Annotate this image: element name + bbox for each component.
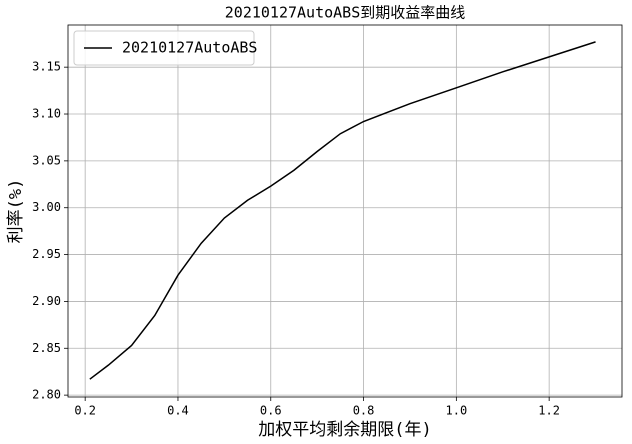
y-tick-label: 3.05: [32, 153, 61, 167]
y-tick-label: 2.85: [32, 341, 61, 355]
legend-box: [73, 30, 255, 66]
y-tick-label: 3.00: [32, 200, 61, 214]
y-tick-label: 2.90: [32, 294, 61, 308]
y-tick-label: 2.95: [32, 247, 61, 261]
x-axis-label: 加权平均剩余期限(年): [258, 420, 431, 440]
x-tick-label: 0.6: [260, 404, 282, 418]
x-tick-label: 0.8: [353, 404, 375, 418]
line-series: [89, 41, 596, 380]
x-tick-label: 0.2: [74, 404, 96, 418]
plot-frame: [67, 24, 623, 398]
chart-title: 20210127AutoABS到期收益率曲线: [225, 4, 465, 22]
y-tick-label: 2.80: [32, 388, 61, 402]
legend-label: 20210127AutoABS: [122, 39, 257, 57]
y-axis-label: 利率(%): [6, 179, 26, 244]
y-tick-label: 3.15: [32, 60, 61, 74]
y-tick-label: 3.10: [32, 107, 61, 121]
x-tick-label: 1.2: [538, 404, 560, 418]
x-tick-label: 0.4: [167, 404, 189, 418]
x-tick-label: 1.0: [446, 404, 468, 418]
